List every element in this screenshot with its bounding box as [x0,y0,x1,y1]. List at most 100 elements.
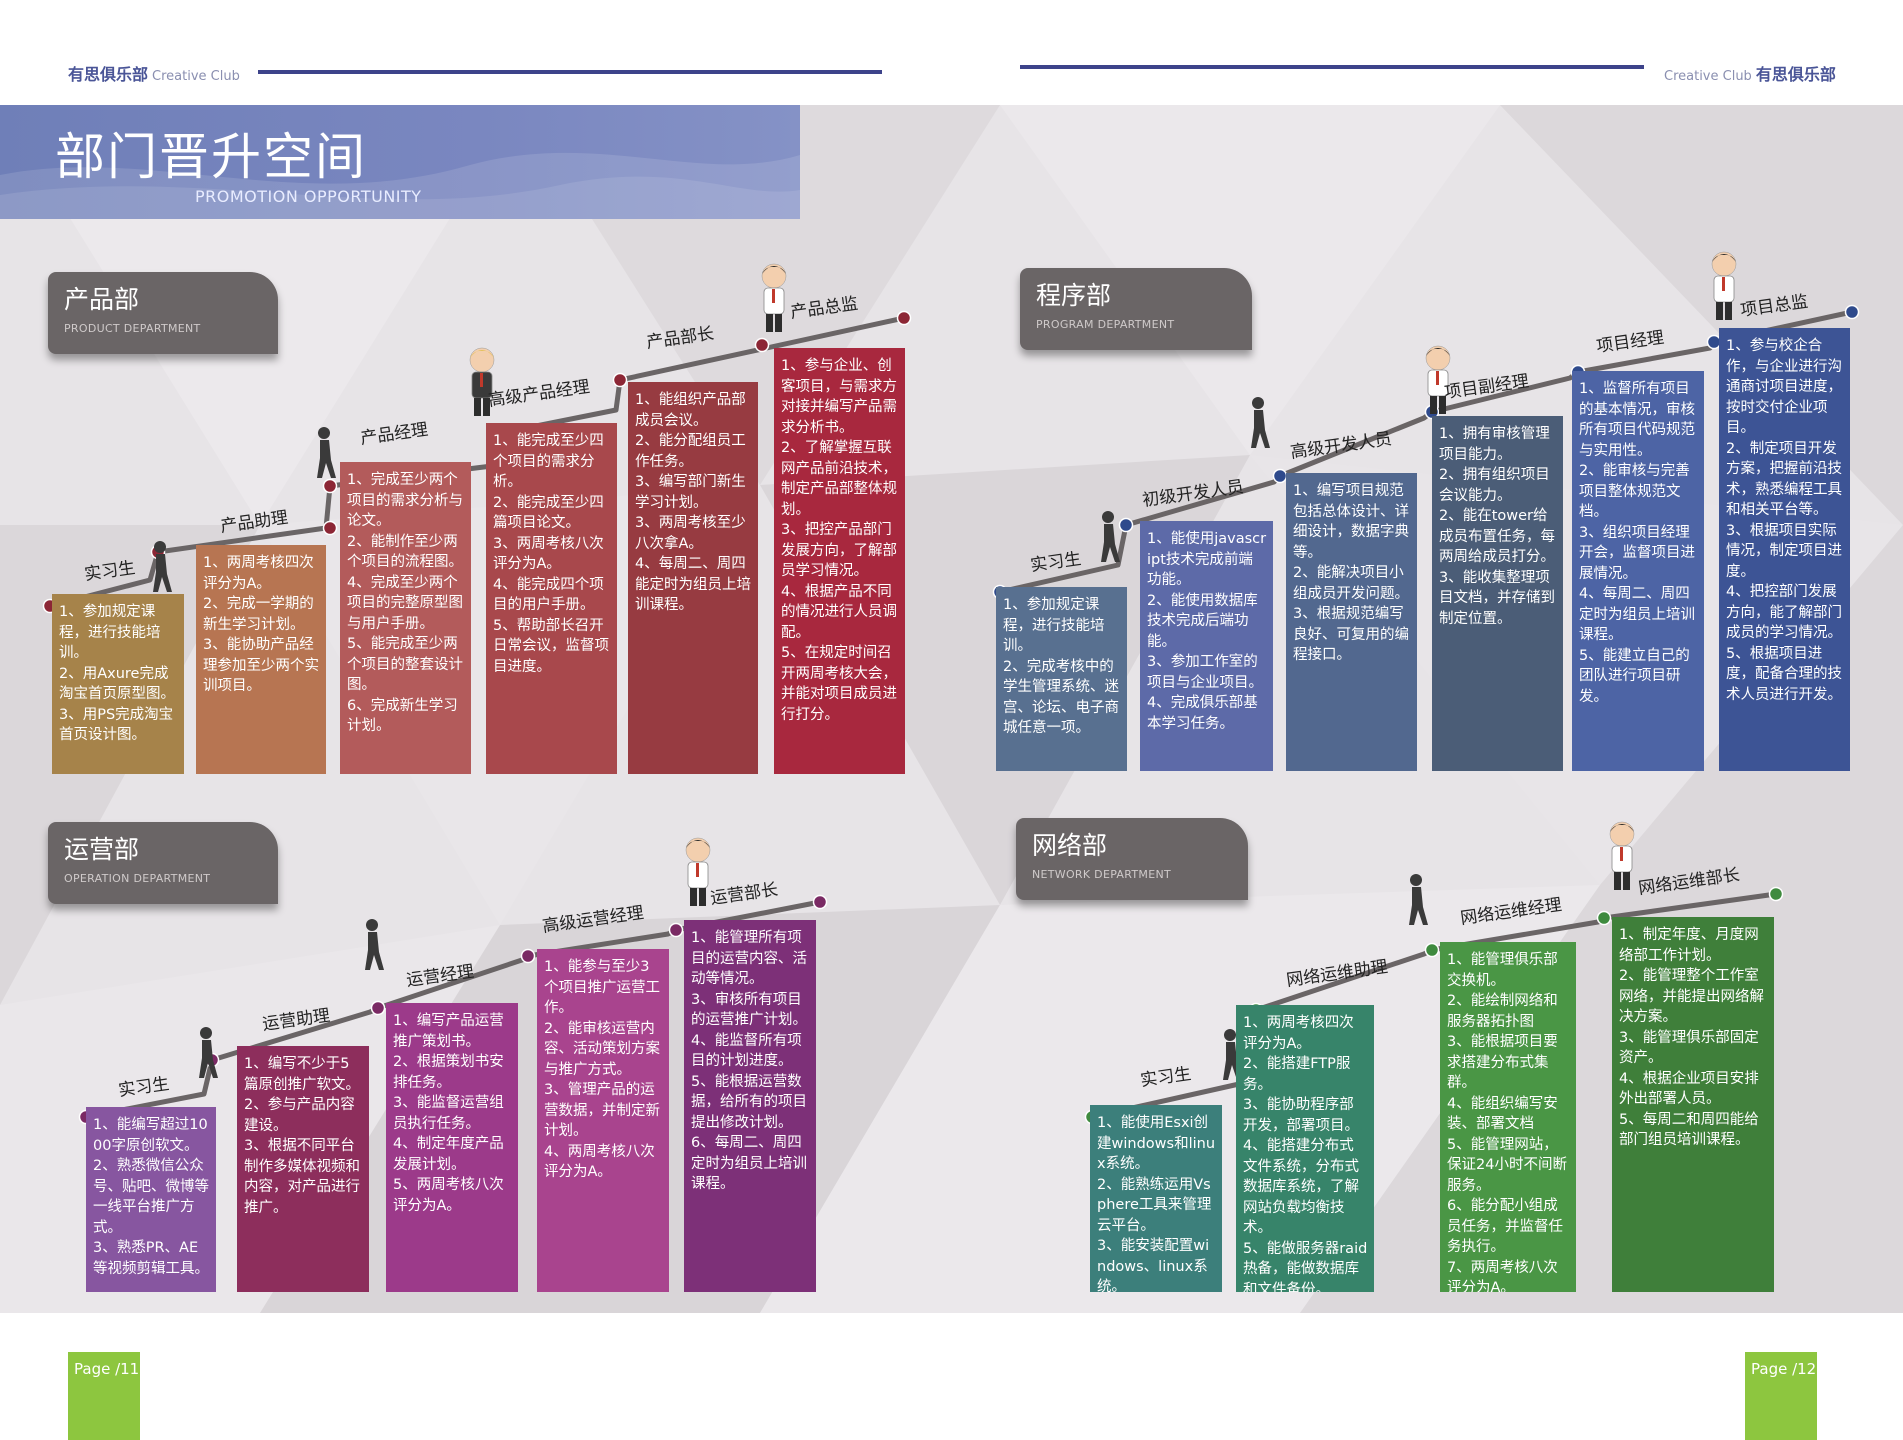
figure-hair [1712,254,1736,262]
requirement-item: 4、能组织编写安装、部署文档 [1447,1095,1558,1133]
stair-node [612,372,628,388]
level-card-program-4: 1、监督所有项目的基本情况，审核所有项目代码规范与实用性。 2、能审核与完善项目整… [1572,371,1704,771]
figure-tie [1722,277,1725,291]
level-card-operation-0: 1、能编写超过1000字原创软文。 2、熟悉微信公众号、贴吧、微博等一线平台推广方… [86,1107,216,1292]
level-card-operation-3: 1、能参与至少3个项目推广运营工作。 2、能审核运营内容、活动策划方案与推广方式。… [537,949,669,1292]
requirement-item: 1、能组织产品部成员会议。 [635,392,746,429]
requirement-item: 1、参与校企合作，与企业进行沟通商讨项目进度，按时交付企业项目。 [1726,338,1842,436]
figure-leg [1439,396,1446,414]
level-card-program-3: 1、拥有审核管理项目能力。 2、拥有组织项目会议能力。 2、能在tower给成员布置… [1432,416,1563,771]
level-card-network-0: 1、能使用Esxi创建windows和linux系统。 2、能熟练运用Vspher… [1090,1105,1222,1292]
banner-wave [0,152,800,219]
requirement-item: 4、两周考核八次评分为A。 [544,1143,655,1181]
requirement-item: 3、组织项目经理开会，监督项目进展情况。 [1579,524,1695,582]
level-card-operation-4: 1、能管理所有项目的运营内容、活动等情况。 3、审核所有项目的运营推广计划。 4、能… [684,920,816,1292]
figure-head [1224,1029,1236,1041]
figure-body [1251,410,1270,448]
figure-body [365,932,384,970]
requirement-item: 5、能完成至少两个项目的整套设计图。 [347,636,463,693]
stair-node [1424,942,1440,958]
requirement-item: 5、能管理网站，保证24小时不间断服务。 [1447,1136,1567,1194]
figure-tie [1436,371,1439,385]
figure-tie [1620,847,1623,861]
requirement-item: 2、能审核运营内容、活动策划方案与推广方式。 [544,1020,660,1078]
requirement-item: 2、完成考核中的学生管理系统、迷宫、论坛、电子商城任意一项。 [1003,658,1119,737]
figure-leg [775,314,782,332]
figure-leg [1430,396,1437,414]
figure-body [317,440,336,478]
requirement-item: 3、能协助程序部开发，部署项目。 [1243,1097,1359,1134]
figure-tie [480,373,483,387]
level-card-program-2: 1、编写项目规范包括总体设计、详细设计，数据字典等。 2、能解决项目小组成员开发问… [1286,473,1417,771]
requirement-item: 3、熟悉PR、AE等视频剪辑工具。 [93,1240,209,1277]
figure-leg [690,888,697,906]
stair-node [370,1000,386,1016]
dept-name-en: OPERATION DEPARTMENT [64,872,211,885]
level-title-operation-2: 运营经理 [405,961,476,991]
page-number-right: Page /12 [1745,1352,1817,1440]
level-card-network-3: 1、制定年度、月度网络部工作计划。 2、能管理整个工作室网络，并能提出网络解决方案… [1612,917,1774,1292]
level-card-operation-1: 1、编写不少于5篇原创推广软文。 2、参与产品内容建设。 3、根据不同平台制作多媒体… [237,1046,369,1292]
stair-node [1768,886,1784,902]
requirement-item: 2、能在tower给成员布置任务，每两周给成员打分。 [1439,508,1555,565]
requirement-item: 1、完成至少两个项目的需求分析与论文。 [347,472,463,529]
figure-head [154,541,166,553]
figure-leg [483,398,490,416]
level-title-operation-4: 运营部长 [709,879,780,909]
requirement-item: 1、能使用Esxi创建windows和linux系统。 [1097,1115,1216,1172]
requirement-item: 2、拥有组织项目会议能力。 [1439,467,1550,504]
figure-body [1101,524,1120,562]
requirement-item: 3、把控产品部门发展方向，了解部员学习情况。 [781,522,897,579]
person-icon [1609,821,1635,890]
person-icon [1409,874,1428,925]
person-icon [153,541,172,592]
dept-name: 网络部 [1032,831,1108,860]
requirement-item: 4、每周二、周四能定时为组员上培训课程。 [635,556,751,613]
requirement-item: 3、能根据项目要求搭建分布式集群。 [1447,1034,1558,1091]
requirement-item: 1、编写不少于5篇原创推广软文。 [244,1056,360,1093]
requirement-item: 2、完成一学期的新生学习计划。 [203,596,314,633]
requirement-item: 3、能协助产品经理参加至少两个实训项目。 [203,637,319,694]
person-icon [685,837,711,906]
level-title-product-4: 产品部长 [645,323,716,353]
figure-leg [699,888,706,906]
figure-head [1410,874,1422,886]
figure-body [153,554,172,592]
page-number-left: Page /11 [68,1352,140,1440]
dept-name: 产品部 [64,285,140,314]
requirement-item: 2、用Axure完成淘宝首页原型图。 [59,665,175,703]
requirement-item: 3、用PS完成淘宝首页设计图。 [59,706,174,744]
level-card-program-1: 1、能使用javascript技术完成前端功能。 2、能使用数据库技术完成后端功能… [1140,521,1273,771]
figure-leg [1725,302,1732,320]
figure-head [318,427,330,439]
requirement-item: 5、能建立自己的团队进行项目研发。 [1579,647,1690,705]
person-icon [1101,511,1120,562]
dept-name: 程序部 [1036,281,1112,310]
requirement-item: 3、能安装配置windows、linux系统。 [1097,1238,1210,1292]
requirement-item: 1、制定年度、月度网络部工作计划。 [1619,927,1759,964]
level-title-network-1: 网络运维助理 [1285,956,1390,991]
requirement-item: 3、两周考核八次评分为A。 [493,535,604,573]
figure-hair [470,350,494,358]
level-title-operation-1: 运营助理 [261,1005,332,1035]
requirement-item: 2、参与产品内容建设。 [244,1097,355,1134]
stair-node [812,894,828,910]
dept-tag-product: 产品部 PRODUCT DEPARTMENT [48,272,278,354]
level-card-product-5: 1、参与企业、创客项目，与需求方对接并编写产品需求分析书。 2、了解掌握互联网产品… [774,348,905,774]
person-icon [365,919,384,970]
figure-leg [1614,872,1621,890]
requirement-item: 3、参加工作室的项目与企业项目。 [1147,654,1263,691]
requirement-item: 2、能制作至少两个项目的流程图。 [347,533,463,571]
level-card-product-0: 1、参加规定课程，进行技能培训。 2、用Axure完成淘宝首页原型图。 3、用PS完… [52,594,184,774]
requirement-item: 5、在规定时间召开两周考核大会，并能对项目成员进行打分。 [781,645,897,723]
requirement-item: 1、编写产品运营推广策划书。 [393,1013,504,1050]
requirement-item: 5、能根据运营数据，给所有的项目提出修改计划。 [691,1073,807,1131]
level-title-product-2: 产品经理 [359,419,430,449]
figure-hair [686,840,710,848]
level-title-product-0: 实习生 [83,558,137,585]
level-card-operation-2: 1、编写产品运营推广策划书。 2、根据策划书安排任务。 3、能监督运营组员执行任务。… [386,1003,518,1292]
requirement-item: 4、根据产品不同的情况进行人员调配。 [781,583,897,641]
figure-hair [1426,348,1450,356]
